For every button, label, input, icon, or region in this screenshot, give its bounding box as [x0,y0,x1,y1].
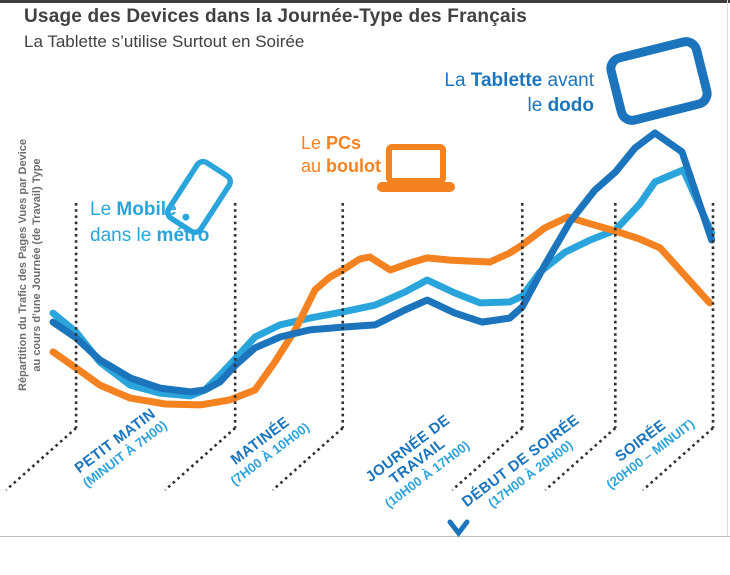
legend-mobile-line2: dans le métro [90,225,210,246]
line-le-mobile [49,166,716,400]
top-border-bar [0,0,730,3]
legend-pc: Le PCs au boulot [301,132,381,178]
footer: comSCORE. © comScore, Inc.Proprietary. S… [0,537,730,575]
chevron-down-icon [447,519,470,538]
tablet-icon [606,37,712,125]
line-la-tablette [49,129,716,396]
legend-mobile-line1: Le Mobile [90,199,177,220]
chart-series-lines [49,129,716,409]
page-subtitle: La Tablette s’utilise Surtout en Soirée [24,32,305,51]
legend-pc-line1: Le PCs [301,133,362,153]
legend-mobile: Le Mobile dans le métro [90,197,209,249]
footer-divider-line [0,536,730,537]
smartphone-icon [165,158,233,236]
line-le-pcs [49,213,714,409]
right-border-line [727,0,728,536]
section-divider-dotted-lines [5,203,715,491]
legend-pc-line2: au boulot [301,156,382,176]
header: Usage des Devices dans la Journée-Type d… [24,6,527,52]
laptop-icon [377,144,455,192]
legend-tablet: La Tablette avant le dodo [438,68,594,118]
legend-tablet-line2: le dodo [527,95,594,116]
page-title: Usage des Devices dans la Journée-Type d… [24,6,528,27]
legend-tablet-line1: La Tablette avant [444,70,594,91]
